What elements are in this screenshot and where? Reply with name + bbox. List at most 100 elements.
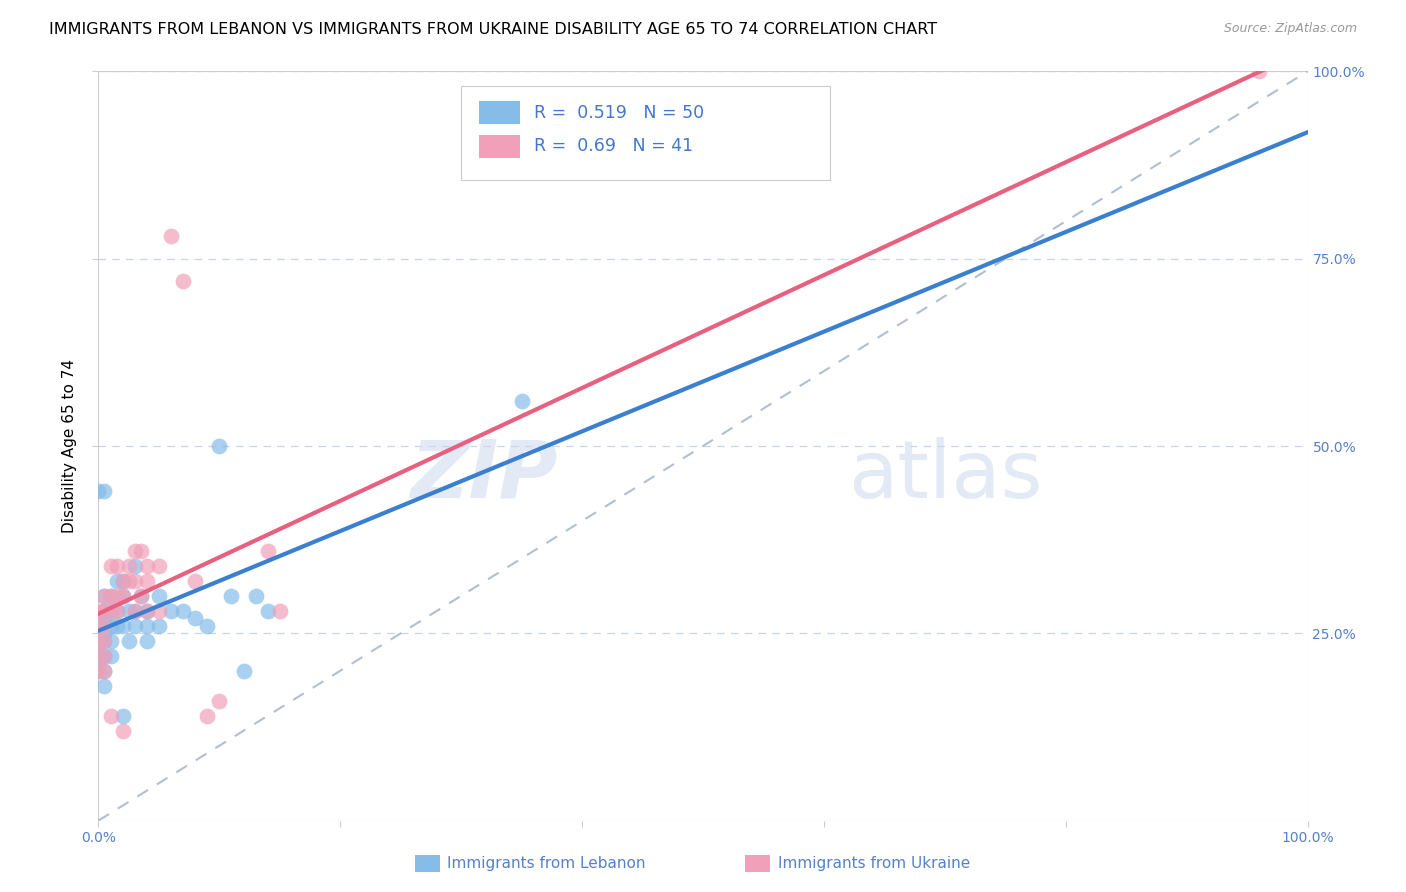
Text: IMMIGRANTS FROM LEBANON VS IMMIGRANTS FROM UKRAINE DISABILITY AGE 65 TO 74 CORRE: IMMIGRANTS FROM LEBANON VS IMMIGRANTS FR…	[49, 22, 938, 37]
Point	[135, 574, 157, 588]
Point	[100, 604, 122, 618]
Point	[129, 589, 152, 603]
Point	[93, 611, 115, 625]
Point	[93, 648, 115, 663]
Point	[172, 274, 194, 288]
Point	[148, 558, 170, 573]
Point	[111, 589, 134, 603]
FancyBboxPatch shape	[479, 135, 520, 158]
Point	[124, 604, 146, 618]
Point	[100, 558, 122, 573]
Point	[87, 619, 110, 633]
Point	[208, 439, 231, 453]
Point	[93, 483, 115, 498]
Point	[111, 589, 134, 603]
Text: ZIP: ZIP	[411, 437, 558, 515]
Point	[148, 619, 170, 633]
FancyBboxPatch shape	[479, 102, 520, 124]
Point	[245, 589, 267, 603]
Point	[111, 723, 134, 738]
Point	[172, 604, 194, 618]
Point	[105, 574, 128, 588]
Point	[184, 611, 207, 625]
Point	[100, 648, 122, 663]
Point	[100, 708, 122, 723]
Point	[87, 648, 110, 663]
Point	[105, 604, 128, 618]
Point	[87, 611, 110, 625]
Point	[105, 619, 128, 633]
Point	[135, 633, 157, 648]
Point	[124, 574, 146, 588]
Text: R =  0.69   N = 41: R = 0.69 N = 41	[534, 137, 693, 155]
FancyBboxPatch shape	[461, 87, 830, 180]
Point	[105, 604, 128, 618]
Point	[124, 558, 146, 573]
Point	[87, 604, 110, 618]
Point	[221, 589, 243, 603]
Point	[87, 483, 110, 498]
Point	[87, 641, 110, 656]
Text: Source: ZipAtlas.com: Source: ZipAtlas.com	[1223, 22, 1357, 36]
Point	[129, 544, 152, 558]
Point	[93, 619, 115, 633]
Point	[87, 633, 110, 648]
Point	[105, 589, 128, 603]
Point	[100, 633, 122, 648]
Point	[510, 394, 533, 409]
Point	[118, 633, 141, 648]
Point	[93, 604, 115, 618]
Point	[256, 544, 278, 558]
Point	[118, 558, 141, 573]
Point	[93, 633, 115, 648]
Point	[269, 604, 291, 618]
Point	[160, 604, 183, 618]
Point	[232, 664, 254, 678]
Point	[93, 664, 115, 678]
Point	[148, 589, 170, 603]
Point	[87, 626, 110, 640]
Point	[100, 589, 122, 603]
Point	[1249, 64, 1271, 78]
Point	[124, 604, 146, 618]
Point	[100, 604, 122, 618]
Point	[118, 574, 141, 588]
Point	[111, 708, 134, 723]
Point	[135, 604, 157, 618]
Point	[124, 619, 146, 633]
Point	[93, 626, 115, 640]
Y-axis label: Disability Age 65 to 74: Disability Age 65 to 74	[62, 359, 77, 533]
Text: R =  0.519   N = 50: R = 0.519 N = 50	[534, 103, 704, 121]
Point	[195, 708, 218, 723]
Point	[100, 619, 122, 633]
Point	[124, 544, 146, 558]
Text: atlas: atlas	[848, 437, 1042, 515]
Point	[129, 589, 152, 603]
Point	[111, 619, 134, 633]
Point	[148, 604, 170, 618]
Point	[93, 604, 115, 618]
Point	[135, 558, 157, 573]
Point	[184, 574, 207, 588]
Point	[87, 664, 110, 678]
Point	[118, 604, 141, 618]
Point	[160, 229, 183, 244]
Point	[87, 648, 110, 663]
Text: Immigrants from Ukraine: Immigrants from Ukraine	[778, 856, 970, 871]
Point	[87, 619, 110, 633]
Point	[256, 604, 278, 618]
Point	[93, 679, 115, 693]
Point	[93, 648, 115, 663]
Point	[93, 589, 115, 603]
Point	[87, 657, 110, 671]
Point	[93, 633, 115, 648]
Point	[208, 694, 231, 708]
Point	[111, 574, 134, 588]
Point	[195, 619, 218, 633]
Point	[93, 589, 115, 603]
Point	[135, 619, 157, 633]
Text: Immigrants from Lebanon: Immigrants from Lebanon	[447, 856, 645, 871]
Point	[100, 589, 122, 603]
Point	[93, 664, 115, 678]
Point	[135, 604, 157, 618]
